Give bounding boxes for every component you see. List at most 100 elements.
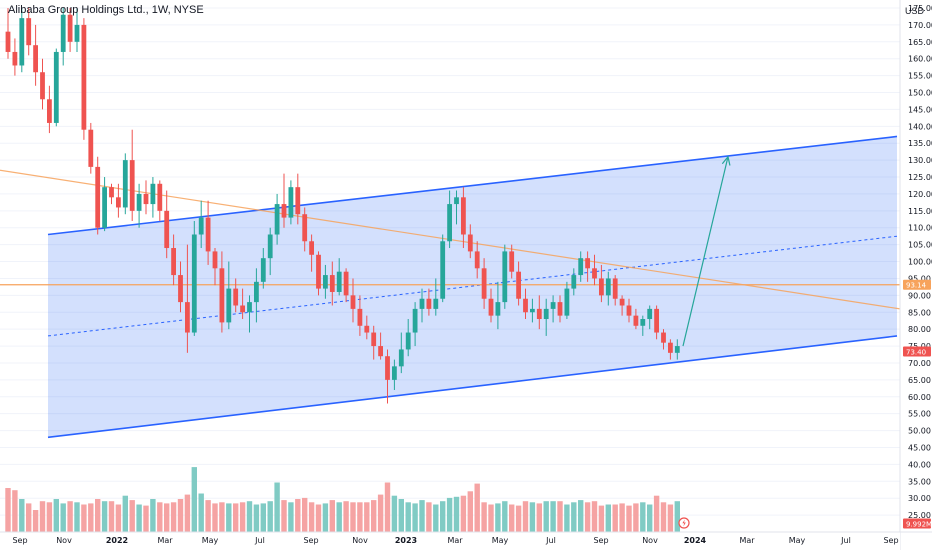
candle-body [171, 248, 176, 276]
candle-body [592, 268, 597, 279]
candle-body [136, 193, 142, 211]
volume-bar [267, 501, 273, 532]
candle-body [392, 366, 397, 380]
candle-body [357, 308, 363, 326]
candle-body [288, 187, 294, 218]
candle-body [233, 288, 239, 306]
price-tick-label: 60.00 [908, 393, 931, 402]
price-tick-label: 155.00 [908, 72, 932, 81]
price-tick-label: 125.00 [908, 173, 932, 182]
candle-body [385, 356, 390, 380]
time-tick-label: Sep [593, 536, 608, 545]
forecast-arrow[interactable] [682, 155, 731, 347]
price-tag-bg [903, 346, 931, 357]
candle-body [95, 166, 101, 228]
volume-bar [288, 502, 294, 532]
candle-body [405, 332, 411, 350]
price-tag-bg [903, 518, 931, 529]
volume-bar [446, 497, 453, 532]
candle-body [612, 278, 618, 299]
volume-bar [419, 500, 425, 532]
candle-body [599, 278, 604, 296]
candle-body [474, 251, 480, 269]
candle-body [674, 346, 680, 353]
time-axis[interactable]: Sep Nov 2022 Mar May Jul Sep Nov 2023 Mar May Jul Se… [0, 531, 932, 550]
candle-body [536, 308, 542, 320]
candle-body [640, 319, 646, 326]
event-flag[interactable] [678, 517, 690, 529]
candle-body [240, 305, 245, 313]
candle-body [323, 275, 328, 289]
price-axis[interactable]: 175.00 170.00 165.00 160.00 155.00 150.00 145.… [899, 0, 932, 550]
candle-body [226, 288, 232, 323]
volume-bar [322, 503, 329, 532]
candle-body [523, 298, 528, 313]
volume-bar [302, 497, 308, 532]
volume-bar [433, 504, 439, 532]
candle-body [336, 271, 342, 292]
volume-bar [205, 500, 211, 532]
volume-bar [274, 482, 280, 532]
volume-bar [481, 502, 487, 532]
time-tick-label: Sep [12, 536, 27, 545]
candle-body [247, 302, 252, 313]
volume-bar [667, 504, 674, 532]
candle-body [557, 302, 563, 316]
volume-bar [170, 502, 177, 532]
price-tick-label: 135.00 [908, 139, 932, 148]
price-tick-label: 160.00 [908, 55, 932, 64]
candle-body [585, 258, 590, 269]
volume-bar [502, 501, 508, 532]
volume-bar [260, 503, 266, 532]
price-tick-label: 55.00 [908, 410, 931, 419]
candle-body [530, 308, 535, 313]
time-tick-label: May [492, 536, 509, 545]
time-tick-label: Mar [447, 536, 463, 545]
candle-body [5, 31, 11, 52]
currency-label: USD [904, 6, 924, 16]
price-axis-bg [900, 0, 932, 550]
price-tick-label: 165.00 [908, 38, 932, 47]
volume-bar [488, 504, 494, 532]
candle-body [60, 14, 66, 52]
volume-bar [384, 482, 391, 532]
candle-body [454, 197, 459, 205]
volume-bar [426, 502, 432, 532]
candle-body [495, 302, 501, 316]
time-tick-label: Jul [840, 536, 851, 545]
candle-body [267, 234, 273, 259]
volume-bar [246, 501, 253, 532]
candle-body [654, 308, 659, 333]
time-tick-label: Nov [56, 536, 72, 545]
price-tick-label: 110.00 [908, 224, 932, 233]
candle-body [578, 258, 584, 276]
time-tick-label: 2024 [684, 536, 707, 545]
candle-body [185, 302, 190, 333]
candle-body [281, 204, 287, 218]
volume-bar [108, 501, 115, 532]
candle-body [178, 275, 183, 303]
candle-body [40, 72, 45, 100]
volume-bar [308, 502, 315, 532]
price-tag-label: 73.40 [906, 348, 926, 356]
candle-body [260, 258, 266, 282]
volume-bar [377, 494, 384, 532]
volume-bar [46, 502, 53, 532]
time-tick-label: Nov [642, 536, 658, 545]
volume-bar [536, 503, 542, 532]
candle-body [440, 241, 446, 299]
candle-body [398, 349, 404, 367]
candle-body [150, 183, 156, 205]
candle-body [668, 342, 673, 353]
volume-bar [81, 504, 87, 532]
volume-bar [226, 503, 232, 532]
volume-bar [101, 501, 108, 532]
time-tick-label: Jul [254, 536, 265, 545]
volume-bar [405, 502, 411, 532]
volume-bar [584, 502, 591, 532]
volume-bar [605, 504, 611, 532]
candle-body [254, 281, 259, 303]
parallel-channel[interactable] [47, 135, 898, 439]
candle-body [47, 99, 52, 123]
